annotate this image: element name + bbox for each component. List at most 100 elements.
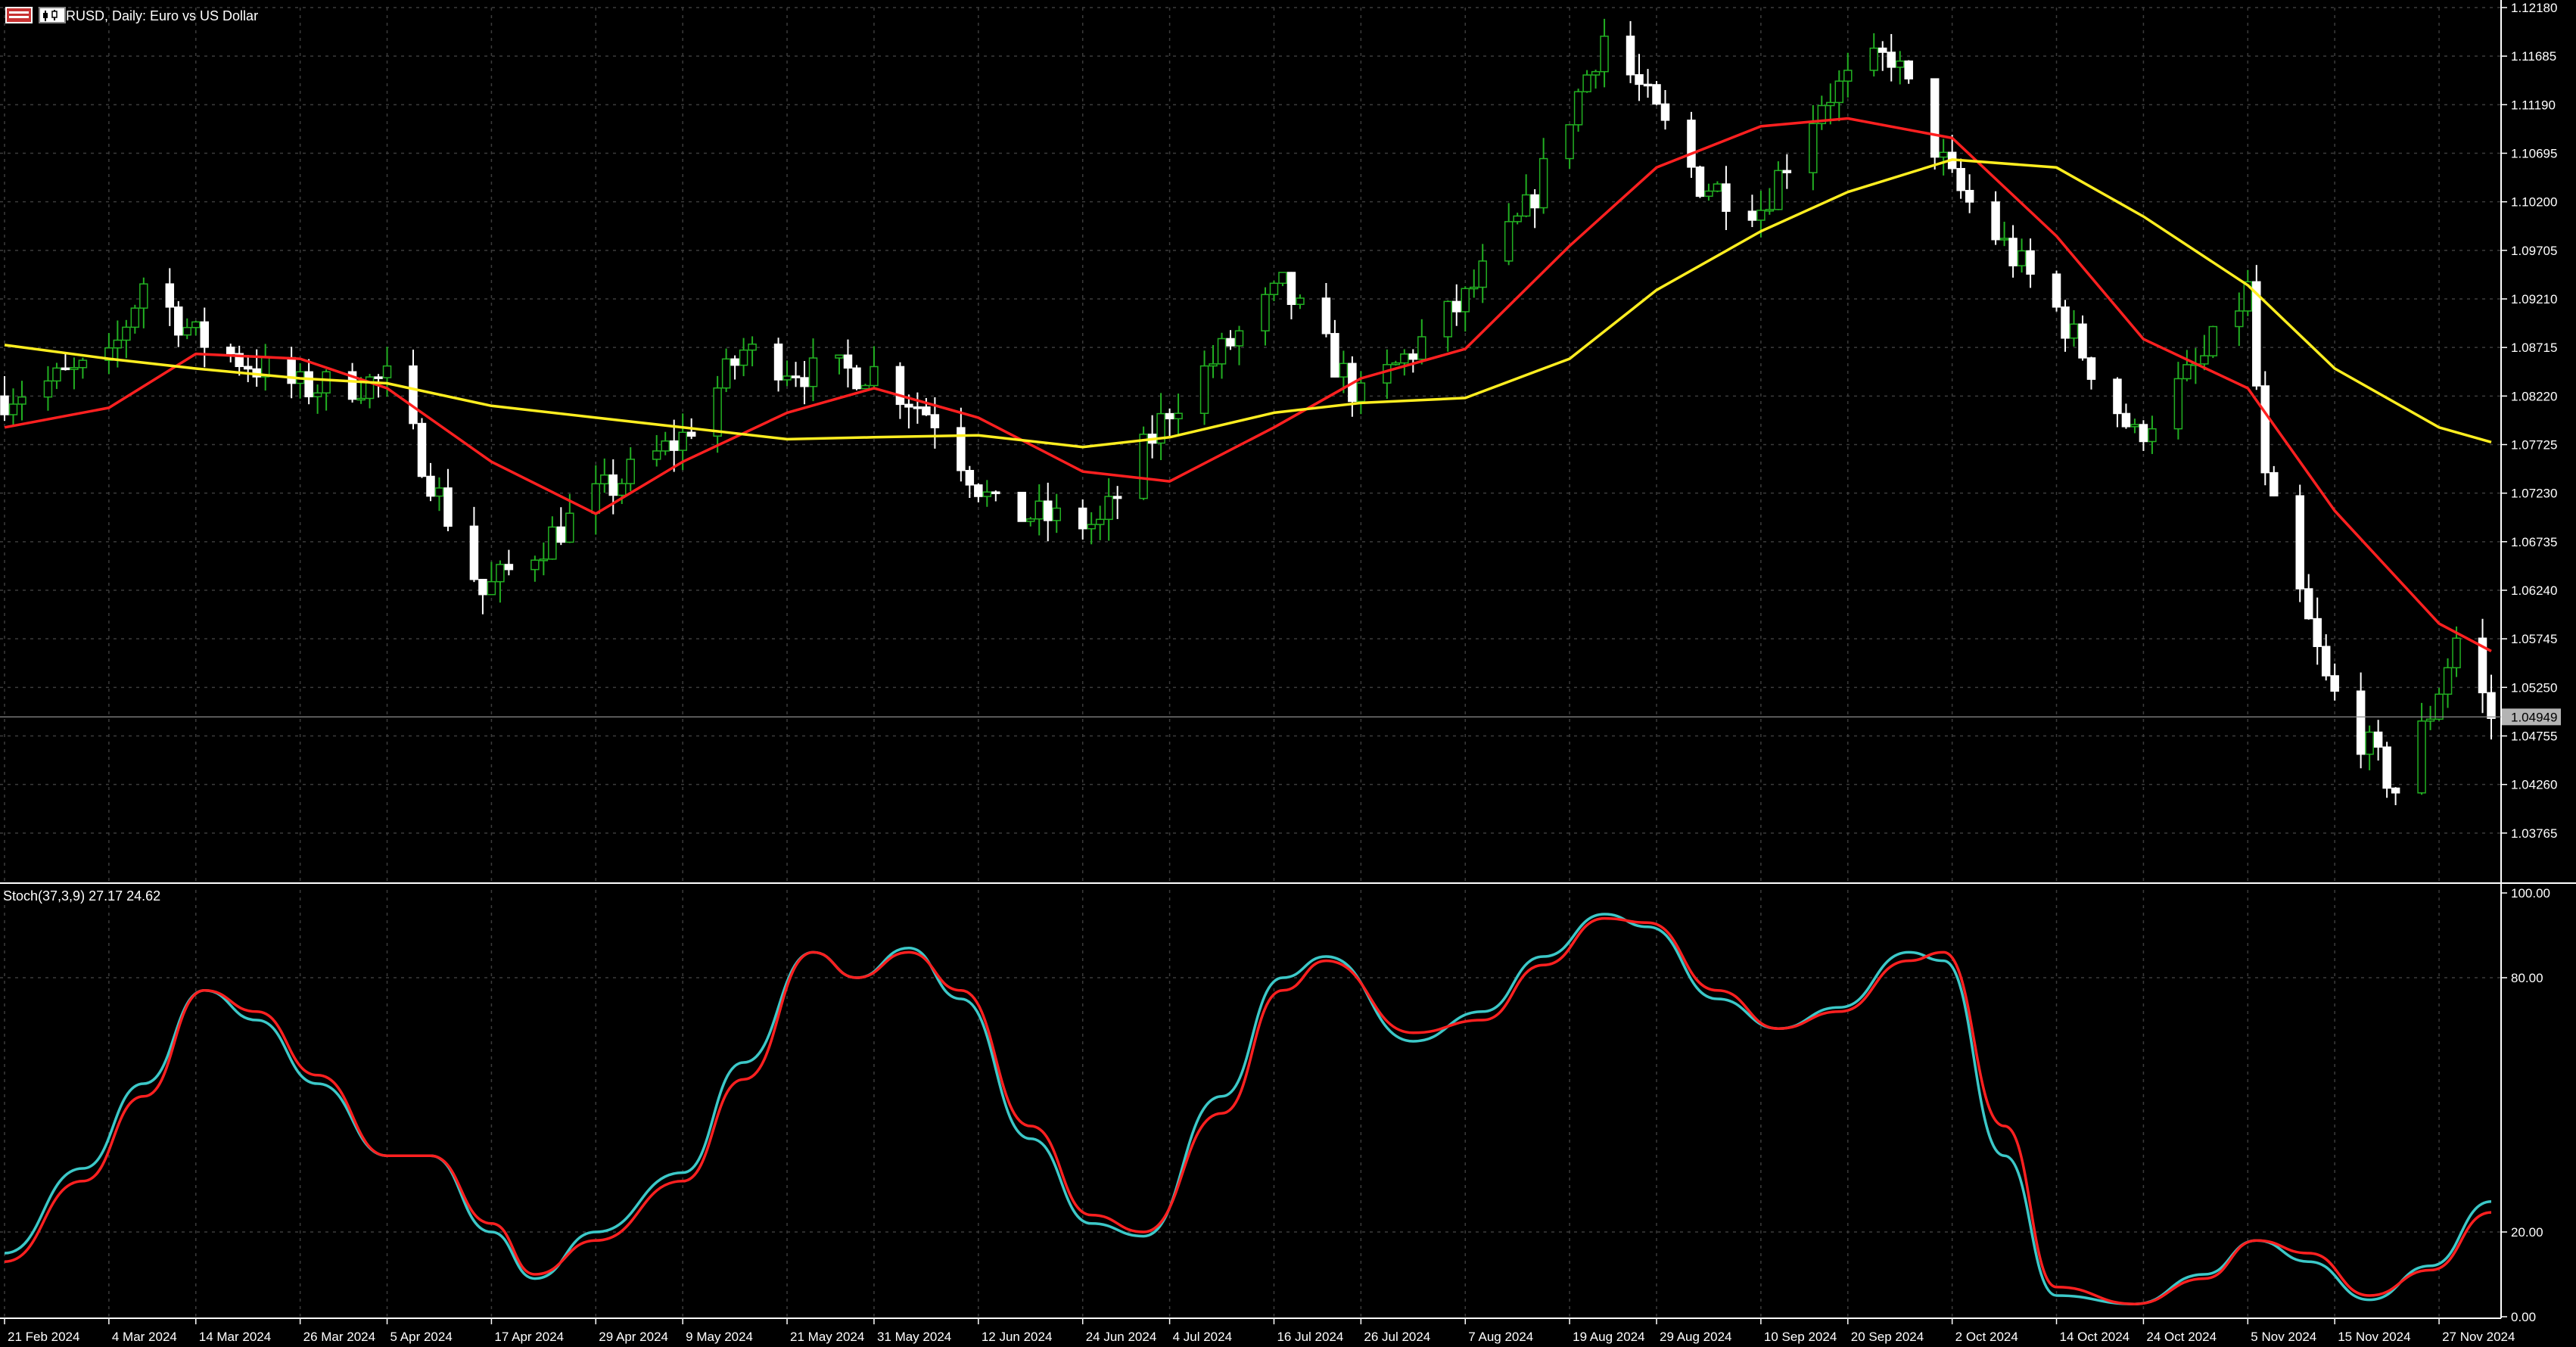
candle-body bbox=[530, 559, 540, 571]
candle-body bbox=[2182, 364, 2192, 380]
candle-body bbox=[434, 487, 444, 497]
candle-body bbox=[1478, 260, 1487, 288]
stoch-tick-label: 100.00 bbox=[2511, 886, 2550, 901]
candle-body bbox=[382, 365, 392, 378]
candle-body bbox=[591, 483, 601, 514]
time-tick-label: 5 Nov 2024 bbox=[2251, 1330, 2316, 1344]
time-tick-label: 21 Feb 2024 bbox=[8, 1330, 79, 1344]
candle-body bbox=[2417, 720, 2426, 794]
price-tick-label: 1.03765 bbox=[2511, 826, 2557, 841]
candle-body bbox=[1521, 194, 1531, 217]
moving-average-yellow bbox=[4, 158, 2492, 449]
time-tick-label: 4 Mar 2024 bbox=[112, 1330, 177, 1344]
chart-title: EURUSD, Daily: Euro vs US Dollar bbox=[47, 8, 258, 23]
candle-body bbox=[1400, 353, 1409, 364]
candle-body bbox=[669, 440, 679, 451]
candle-body bbox=[739, 349, 748, 366]
price-tick-label: 1.04260 bbox=[2511, 778, 2557, 792]
time-tick-label: 31 May 2024 bbox=[877, 1330, 951, 1344]
candle-body bbox=[122, 326, 131, 341]
candle-body bbox=[2252, 281, 2261, 387]
candle-body bbox=[17, 396, 26, 405]
candle-body bbox=[548, 526, 557, 560]
candle-body bbox=[313, 392, 322, 397]
candle-body bbox=[8, 403, 18, 415]
candle-body bbox=[1217, 338, 1227, 365]
time-tick-label: 5 Apr 2024 bbox=[390, 1330, 453, 1344]
candle-body bbox=[2052, 273, 2061, 308]
candle-body bbox=[1782, 170, 1792, 173]
chart-type-icon[interactable] bbox=[38, 5, 68, 26]
candle-body bbox=[1052, 507, 1061, 521]
stoch-tick-label: 20.00 bbox=[2511, 1225, 2543, 1240]
candle-body bbox=[2026, 250, 2035, 275]
candle-body bbox=[1234, 330, 1244, 347]
candle-body bbox=[2391, 787, 2400, 794]
candle-body bbox=[600, 474, 609, 485]
candle-body bbox=[1286, 272, 1296, 305]
candle-body bbox=[556, 526, 566, 543]
candle-body bbox=[773, 344, 783, 381]
candle-body bbox=[52, 367, 61, 382]
candle-body bbox=[2382, 746, 2391, 789]
candle-body bbox=[2086, 357, 2096, 380]
price-tick-label: 1.11190 bbox=[2511, 98, 2556, 112]
candle-body bbox=[748, 344, 757, 351]
candle-body bbox=[678, 431, 687, 451]
candle-body bbox=[800, 377, 809, 387]
candle-body bbox=[1296, 297, 1305, 305]
candle-body bbox=[182, 327, 192, 336]
stoch-tick-label: 80.00 bbox=[2511, 971, 2543, 985]
candle-body bbox=[1469, 286, 1479, 290]
time-tick-label: 4 Jul 2024 bbox=[1173, 1330, 1232, 1344]
candle-body bbox=[1174, 412, 1183, 420]
candle-body bbox=[1321, 297, 1331, 334]
candle-body bbox=[713, 387, 722, 437]
candle-body bbox=[870, 366, 879, 387]
candle-body bbox=[930, 414, 940, 428]
candle-body bbox=[2173, 378, 2183, 430]
candle-body bbox=[1826, 101, 1835, 107]
candle-body bbox=[2130, 424, 2139, 428]
current-price-badge bbox=[2502, 708, 2561, 726]
moving-averages bbox=[4, 117, 2492, 652]
candle-body bbox=[1582, 74, 1591, 92]
candle-body bbox=[1112, 496, 1122, 499]
time-tick-label: 27 Nov 2024 bbox=[2442, 1330, 2515, 1344]
price-tick-label: 1.07230 bbox=[2511, 487, 2557, 501]
candle-body bbox=[2208, 325, 2218, 356]
candle-body bbox=[1652, 84, 1661, 105]
candle-body bbox=[1765, 209, 1775, 212]
candle-body bbox=[496, 564, 505, 583]
candle-body bbox=[2365, 731, 2374, 755]
candle-body bbox=[913, 406, 922, 409]
price-tick-label: 1.09705 bbox=[2511, 244, 2557, 258]
time-tick-label: 26 Jul 2024 bbox=[1364, 1330, 1430, 1344]
candle-body bbox=[78, 359, 88, 369]
time-tick-label: 15 Nov 2024 bbox=[2338, 1330, 2410, 1344]
candle-body bbox=[1695, 166, 1705, 198]
candle-body bbox=[2270, 471, 2279, 496]
candle-body bbox=[2478, 637, 2487, 694]
candle-body bbox=[1704, 190, 1713, 198]
moving-average-red bbox=[4, 117, 2492, 652]
candle-body bbox=[2017, 250, 2027, 266]
candle-body bbox=[2330, 675, 2339, 692]
stoch-signal-line bbox=[4, 916, 2492, 1305]
candle-body bbox=[539, 558, 549, 562]
candle-body bbox=[139, 283, 148, 309]
candle-body bbox=[565, 512, 574, 543]
candle-body bbox=[1722, 183, 1731, 212]
time-tick-label: 29 Apr 2024 bbox=[599, 1330, 668, 1344]
candle-body bbox=[487, 580, 496, 596]
price-tick-label: 1.06735 bbox=[2511, 535, 2557, 549]
candle-body bbox=[1999, 238, 2009, 241]
candle-body bbox=[200, 321, 210, 348]
candle-body bbox=[957, 427, 966, 471]
current-price-label: 1.04949 bbox=[2511, 710, 2557, 724]
stoch-label: Stoch(37,3,9) 27.17 24.62 bbox=[3, 888, 160, 904]
chart-window-icon[interactable] bbox=[5, 5, 35, 26]
